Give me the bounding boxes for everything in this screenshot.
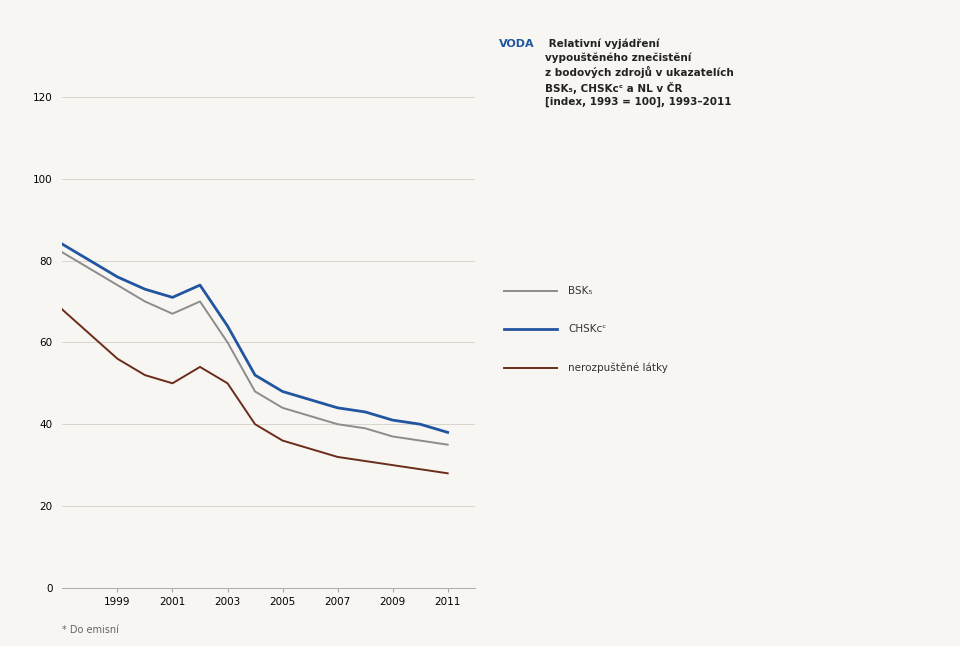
Text: BSK₅: BSK₅	[568, 286, 593, 296]
Text: CHSKᴄᶜ: CHSKᴄᶜ	[568, 324, 607, 335]
Text: nerozpuštěné látky: nerozpuštěné látky	[568, 363, 668, 373]
Text: * Do emisní: * Do emisní	[62, 625, 119, 635]
Text: Relativní vyjádření
vypouštěného znečistění
z bodových zdrojů v ukazatelích
BSK₅: Relativní vyjádření vypouštěného znečist…	[545, 39, 734, 107]
Text: VODA: VODA	[499, 39, 535, 48]
